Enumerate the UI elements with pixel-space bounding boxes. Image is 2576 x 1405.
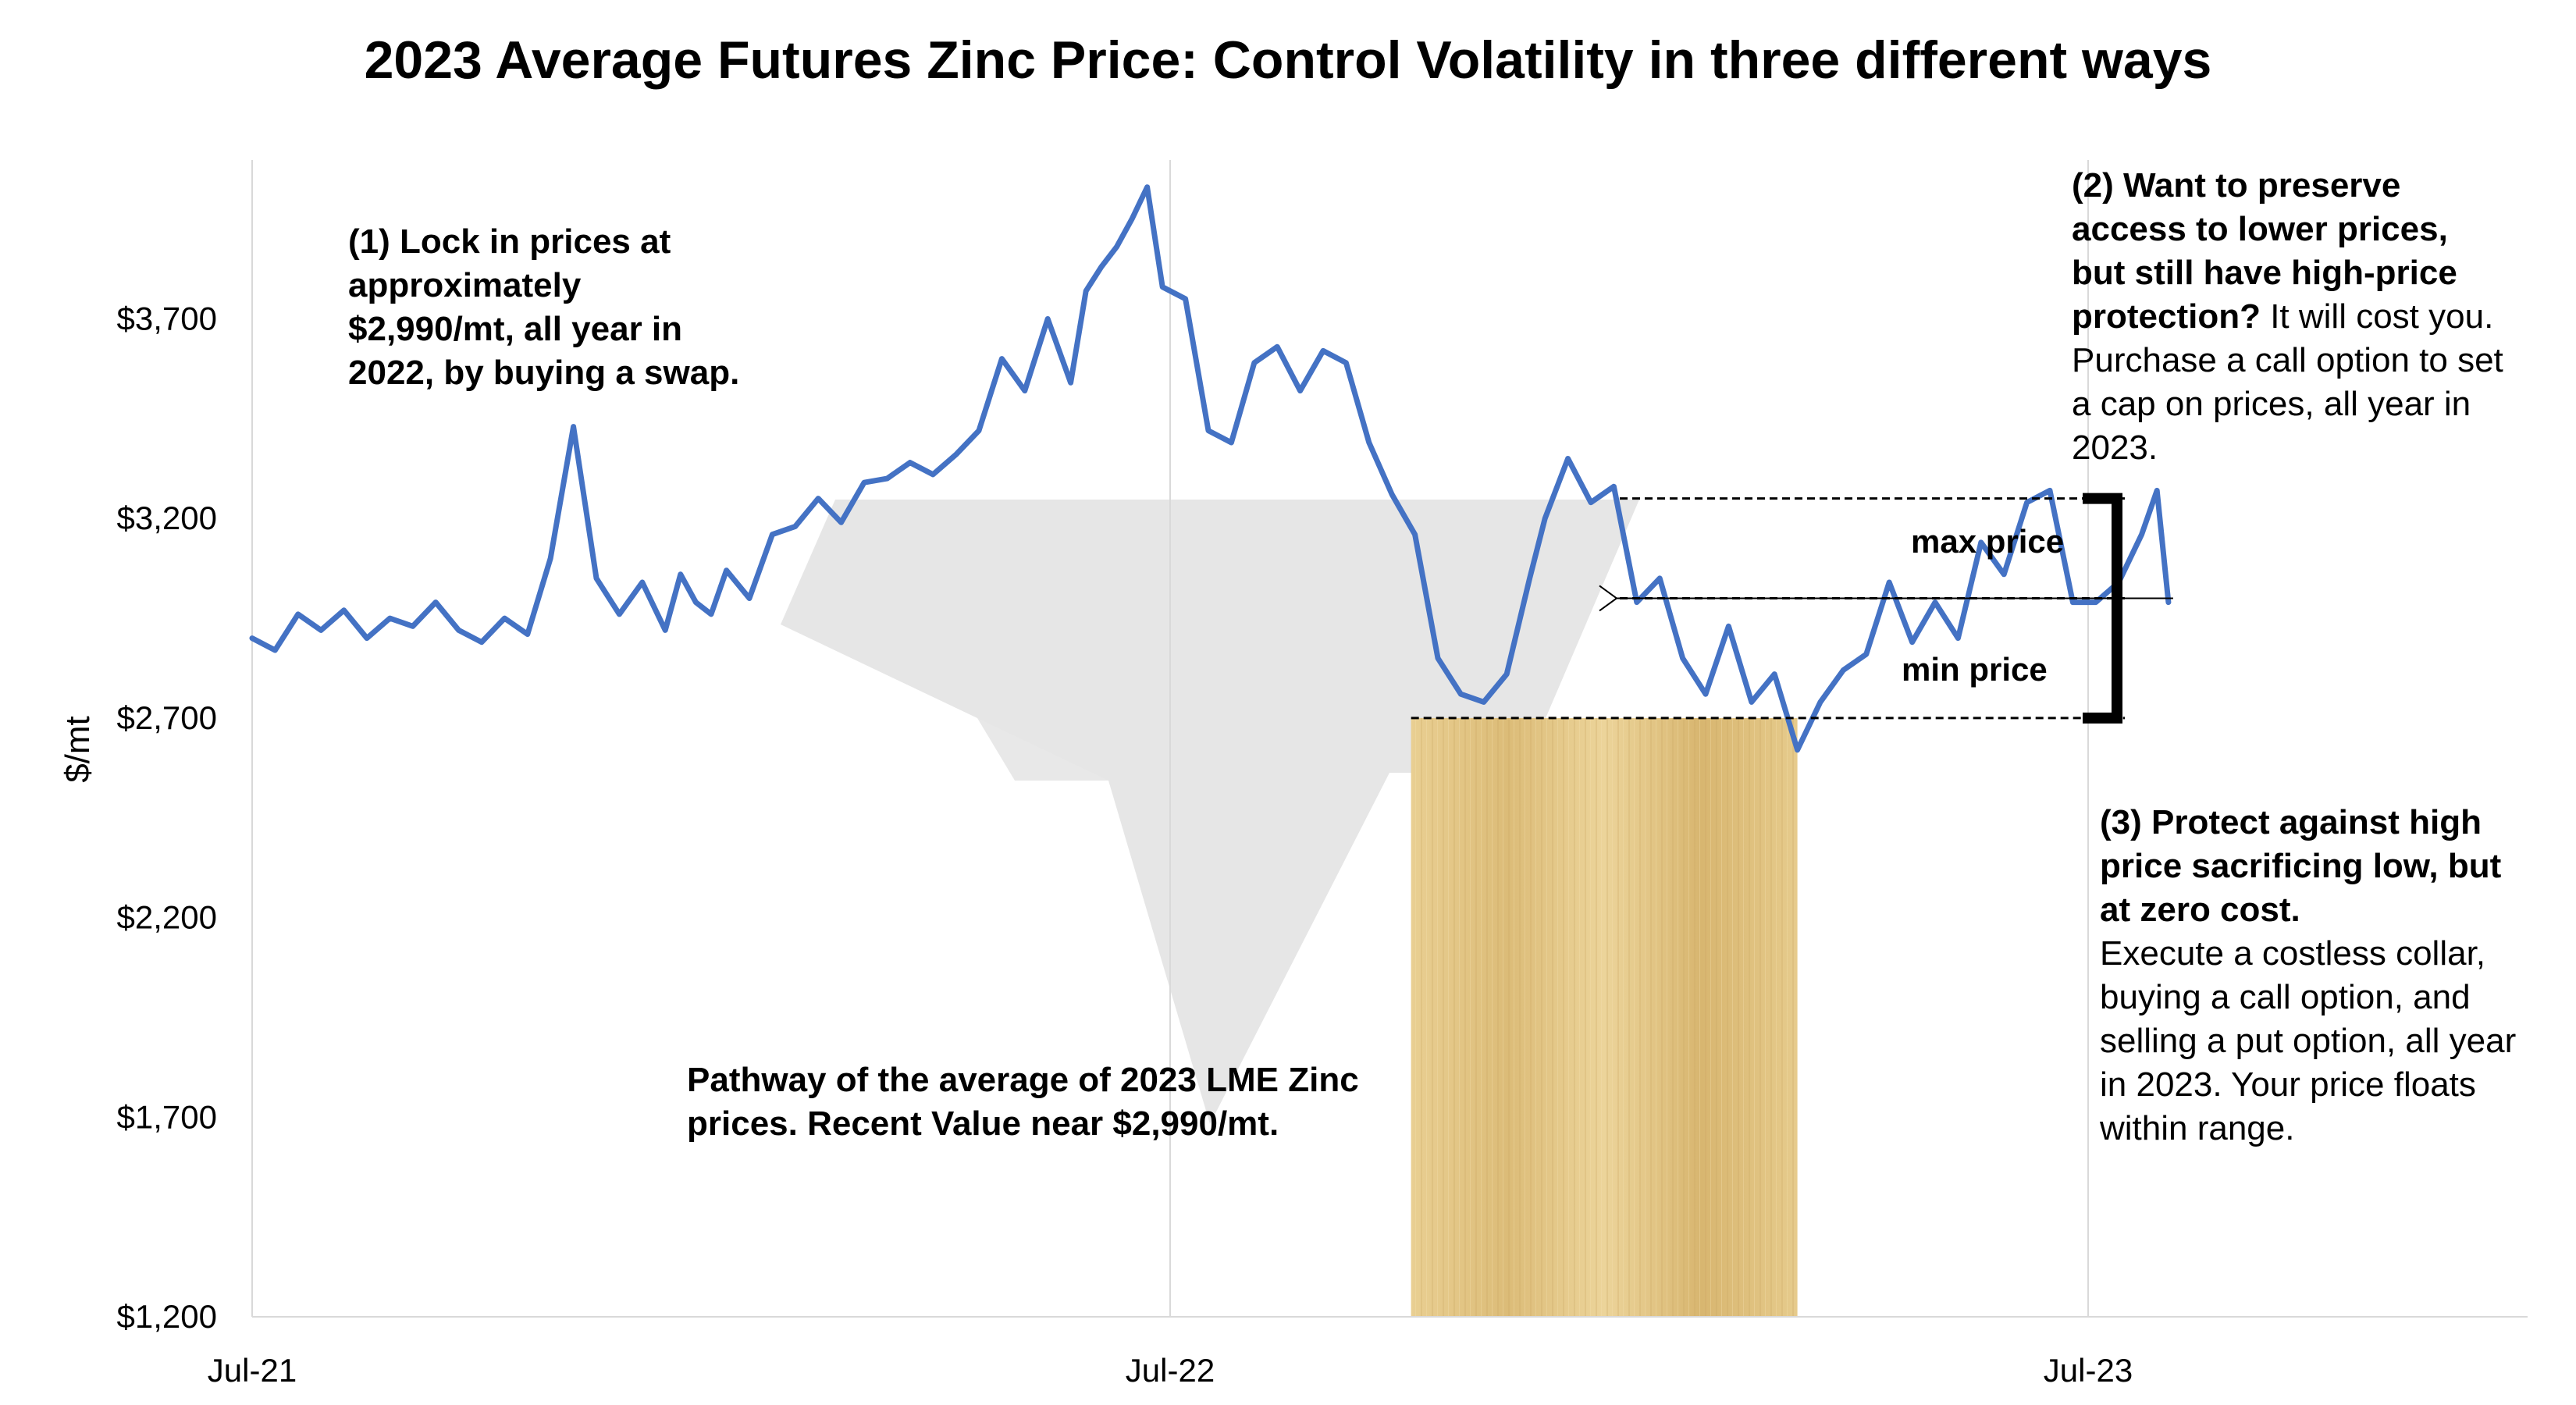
- watermark-logo-part: [921, 624, 1116, 781]
- annotation-swap: (1) Lock in prices at approximately $2,9…: [348, 222, 740, 392]
- annotation-collar-bold: (3) Protect against high price sacrifici…: [2100, 803, 2502, 929]
- y-tick-label: $3,200: [117, 500, 217, 536]
- y-tick-label: $3,700: [117, 301, 217, 337]
- x-tick-label: Jul-22: [1126, 1352, 1215, 1389]
- max-price-label: max price: [1911, 523, 2065, 560]
- x-tick-label: Jul-23: [2044, 1352, 2133, 1389]
- y-tick-label: $2,700: [117, 699, 217, 736]
- chart-title: 2023 Average Futures Zinc Price: Control…: [364, 30, 2212, 90]
- annotation-collar-text: Execute a costless collar, buying a call…: [2100, 934, 2517, 1147]
- y-tick-label: $1,700: [117, 1098, 217, 1135]
- annotation-collar: (3) Protect against high price sacrifici…: [2100, 801, 2537, 1151]
- annotation-pathway: Pathway of the average of 2023 LME Zinc …: [687, 1061, 1359, 1143]
- x-tick-label: Jul-21: [208, 1352, 297, 1389]
- arrow-head: [1599, 585, 1618, 612]
- price-series-line: [249, 184, 2172, 753]
- annotation-call-option: (2) Want to preserve access to lower pri…: [2072, 164, 2509, 470]
- range-bracket: [2083, 493, 2122, 724]
- min-price-label: min price: [1902, 651, 2048, 688]
- y-tick-label: $2,200: [117, 899, 217, 936]
- collar-range-texture: [1411, 717, 1798, 1317]
- y-tick-label: $1,200: [117, 1298, 217, 1335]
- annotation-call-option-text: It will cost you. Purchase a call option…: [2072, 297, 2503, 467]
- annotation-call-option-bold: (2) Want to preserve access to lower pri…: [2072, 166, 2457, 336]
